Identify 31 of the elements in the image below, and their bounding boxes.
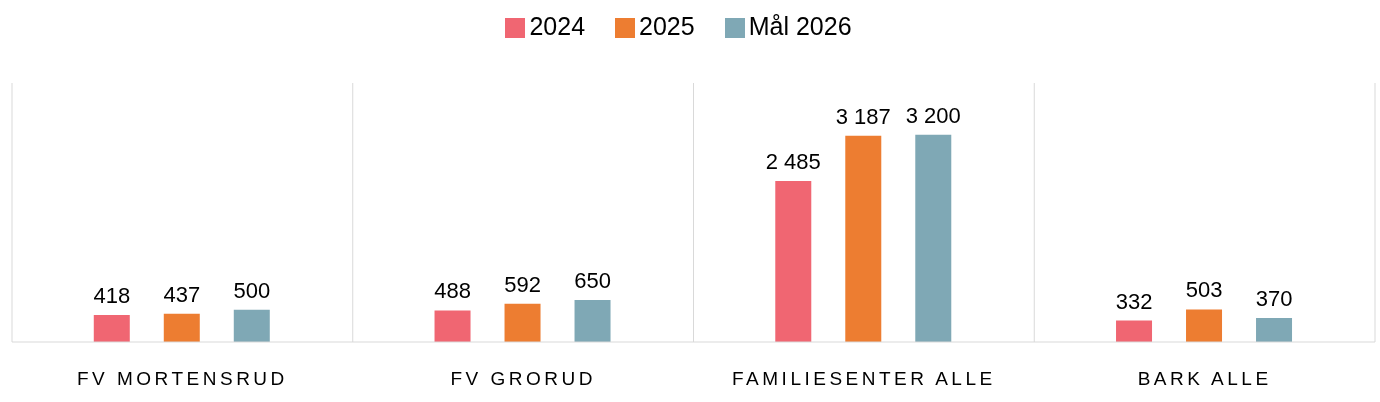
- data-label: 3 187: [835, 103, 891, 129]
- data-label: 650: [574, 267, 611, 293]
- x-tick-label: BARK ALLE: [1137, 368, 1272, 390]
- bar: [504, 303, 541, 342]
- x-tick-label: FV GRORUD: [450, 368, 596, 390]
- bar: [1116, 320, 1153, 342]
- bar: [93, 314, 130, 342]
- data-label: 370: [1255, 286, 1293, 312]
- data-label: 3 200: [905, 102, 961, 128]
- data-label: 418: [93, 282, 131, 308]
- data-label: 488: [434, 278, 471, 304]
- bar: [434, 310, 471, 342]
- bar: [1256, 318, 1293, 342]
- x-tick-label: FAMILIESENTER ALLE: [732, 368, 996, 390]
- data-label: 437: [163, 281, 201, 307]
- data-label: 592: [504, 271, 541, 297]
- legend-label: 2025: [639, 12, 695, 40]
- bar: [233, 309, 270, 342]
- bar: [775, 181, 812, 342]
- bar: [163, 313, 200, 342]
- bar: [845, 135, 882, 342]
- bar: [915, 134, 952, 342]
- data-label: 2 485: [765, 149, 821, 175]
- x-tick-label: FV MORTENSRUD: [76, 368, 288, 390]
- bar: [1186, 309, 1223, 342]
- legend-label: Mål 2026: [748, 12, 852, 40]
- bar: [574, 299, 611, 342]
- data-label: 500: [233, 277, 271, 303]
- legend-label: 2024: [529, 12, 586, 40]
- data-label: 332: [1115, 288, 1153, 314]
- data-label: 503: [1185, 277, 1223, 303]
